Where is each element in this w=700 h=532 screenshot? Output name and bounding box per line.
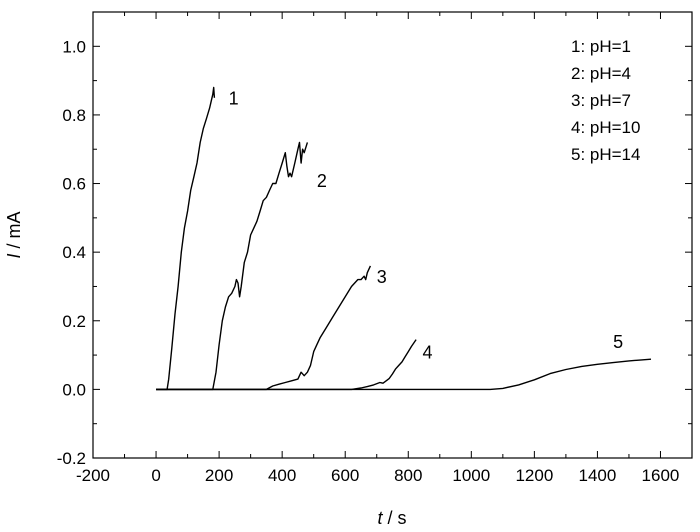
x-axis-unit: / s [383,508,407,528]
legend-entry-5: 5: pH=14 [571,145,640,164]
y-tick-label: -0.2 [57,449,86,468]
legend-entry-2: 2: pH=4 [571,64,631,83]
curve-labels: 1 2 3 4 5 [229,89,624,363]
y-axis-unit: / mA [4,211,24,253]
y-tick-label: 0.0 [62,380,86,399]
axis-ticks: -200 0 200 400 600 800 1000 1200 1400 1600 -0.2 0.0… [57,12,692,485]
curve-label-1: 1 [229,89,239,109]
plot-frame [92,11,693,459]
series-line-5 [156,358,652,391]
y-tick-label: 0.2 [62,312,86,331]
x-tick-label: 1400 [579,466,617,485]
x-tick-label: 400 [268,466,296,485]
y-axis-title: I / mA [4,211,24,258]
y-tick-label: 0.8 [62,106,86,125]
x-axis-variable: t [377,508,383,528]
x-tick-label: 1600 [642,466,680,485]
y-tick-label: 1.0 [62,37,86,56]
curve-label-5: 5 [613,332,623,352]
y-tick-label: 0.6 [62,175,86,194]
series-line-3 [156,265,372,391]
x-tick-label: 1200 [515,466,553,485]
x-tick-label: 600 [331,466,359,485]
legend: 1: pH=1 2: pH=4 3: pH=7 4: pH=10 5: pH=1… [571,37,640,164]
curve-label-2: 2 [317,171,327,191]
curve-label-4: 4 [422,343,432,363]
x-tick-label: 1000 [452,466,490,485]
legend-entry-1: 1: pH=1 [571,37,631,56]
series-line-2 [156,141,309,391]
y-tick-label: 0.4 [62,243,86,262]
legend-entry-3: 3: pH=7 [571,91,631,110]
x-axis-title: t / s [377,508,406,528]
x-tick-label: -200 [76,466,110,485]
y-axis-variable: I [4,254,24,259]
x-tick-label: 0 [151,466,160,485]
series-layer [156,86,652,391]
series-line-1 [156,86,216,391]
curve-label-3: 3 [377,267,387,287]
legend-entry-4: 4: pH=10 [571,118,640,137]
x-tick-label: 200 [205,466,233,485]
x-tick-label: 800 [394,466,422,485]
series-line-4 [156,339,417,391]
